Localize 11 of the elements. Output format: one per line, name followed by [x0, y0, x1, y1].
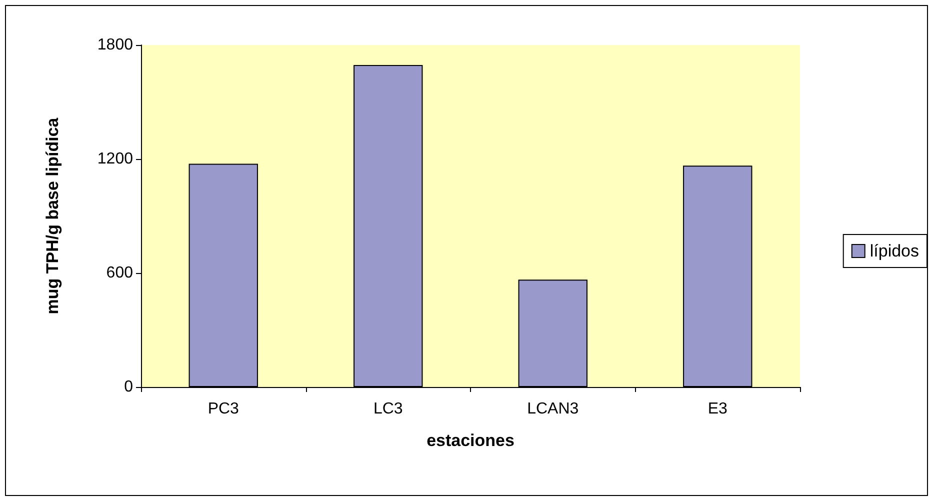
x-tick-label: PC3 — [208, 400, 240, 418]
y-tick-label: 0 — [124, 378, 134, 396]
y-tick-label: 1200 — [97, 150, 134, 168]
x-tick-label: LC3 — [373, 400, 403, 418]
y-tick-label: 600 — [106, 264, 134, 282]
x-axis-title: estaciones — [426, 431, 514, 450]
x-tick-label: E3 — [708, 400, 728, 418]
y-axis-title: mug TPH/g base lipídica — [43, 117, 62, 314]
legend-label: lípidos — [870, 242, 919, 260]
x-tick-label: LCAN3 — [527, 400, 579, 418]
y-tick-label: 1800 — [97, 36, 134, 54]
